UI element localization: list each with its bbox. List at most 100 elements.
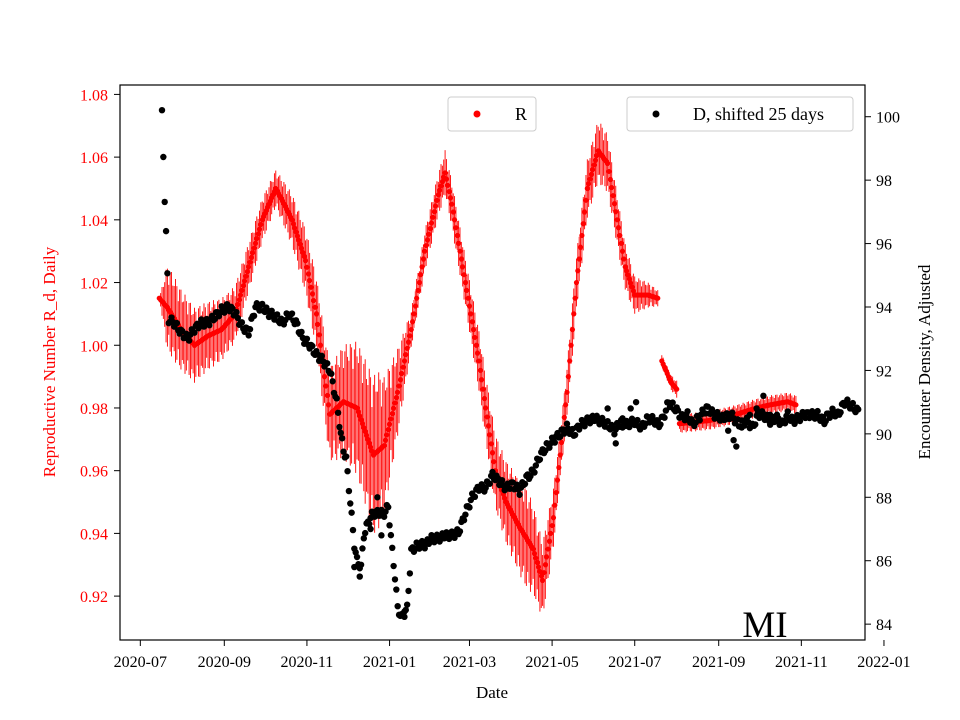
r-point xyxy=(244,268,250,275)
r-point xyxy=(534,559,540,566)
r-point xyxy=(629,284,635,290)
r-point xyxy=(614,217,620,223)
r-point xyxy=(411,311,417,317)
y-right-tick-label: 96 xyxy=(876,237,892,254)
r-point xyxy=(313,311,320,317)
d-point xyxy=(393,586,400,593)
r-point xyxy=(247,259,253,265)
legend-r: R xyxy=(447,96,537,132)
d-point xyxy=(161,198,168,206)
r-point xyxy=(354,405,360,411)
d-point xyxy=(684,408,691,415)
r-point xyxy=(252,240,259,246)
r-point xyxy=(457,248,463,254)
r-point xyxy=(568,342,574,348)
d-point xyxy=(489,468,496,476)
d-point xyxy=(657,421,664,428)
d-point xyxy=(714,408,721,416)
d-point xyxy=(336,423,343,431)
d-point xyxy=(604,405,611,412)
r-point xyxy=(362,428,368,435)
d-point xyxy=(532,462,540,469)
d-point xyxy=(318,352,326,360)
r-point xyxy=(305,271,311,277)
r-point xyxy=(537,568,543,575)
r-point xyxy=(586,181,592,187)
d-point xyxy=(855,406,862,413)
d-point xyxy=(357,561,365,568)
x-tick-label: 2022-01 xyxy=(857,654,910,671)
d-point xyxy=(627,405,634,412)
r-point xyxy=(564,389,570,395)
d-point xyxy=(268,307,275,315)
d-point xyxy=(329,378,336,385)
r-point xyxy=(591,162,597,168)
d-point xyxy=(746,411,754,419)
d-point xyxy=(366,520,373,528)
r-point xyxy=(480,386,486,392)
r-point xyxy=(302,257,309,264)
r-point xyxy=(655,295,661,301)
d-point xyxy=(351,563,358,571)
r-point xyxy=(610,193,616,199)
d-point xyxy=(303,335,311,342)
r-point xyxy=(396,383,402,389)
r-point xyxy=(530,546,536,552)
r-point xyxy=(626,276,632,282)
r-point xyxy=(613,209,619,215)
r-point xyxy=(453,225,459,231)
d-point xyxy=(359,545,366,552)
d-point xyxy=(753,405,760,412)
d-point xyxy=(340,448,347,455)
r-point xyxy=(408,326,414,333)
r-point xyxy=(557,452,563,458)
x-tick-label: 2020-09 xyxy=(198,654,251,671)
d-point xyxy=(385,503,392,511)
x-axis-label: Date xyxy=(476,683,508,702)
r-point xyxy=(316,332,322,338)
y-left-tick-label: 0.92 xyxy=(80,589,108,606)
d-point xyxy=(766,411,774,419)
r-point xyxy=(563,402,569,408)
d-point xyxy=(729,409,736,416)
r-point xyxy=(294,233,301,239)
r-point xyxy=(437,187,443,193)
r-point xyxy=(462,279,469,286)
r-point xyxy=(363,432,370,439)
r-point xyxy=(389,411,395,417)
r-point xyxy=(466,303,473,309)
d-point xyxy=(527,473,534,480)
r-point xyxy=(617,232,623,239)
r-point xyxy=(427,226,433,232)
r-point xyxy=(479,377,485,383)
d-point xyxy=(356,573,363,580)
r-point xyxy=(674,386,680,392)
r-point xyxy=(618,240,624,246)
r-point xyxy=(401,358,408,364)
d-point xyxy=(333,395,340,402)
r-point xyxy=(355,409,361,415)
y-left-tick-label: 1.06 xyxy=(80,150,108,167)
r-point xyxy=(359,421,366,427)
d-point xyxy=(632,398,640,406)
r-point xyxy=(243,273,249,279)
d-point xyxy=(250,312,258,320)
d-point xyxy=(273,311,281,318)
d-point xyxy=(374,494,381,501)
r-point xyxy=(628,280,634,286)
r-point xyxy=(251,245,257,251)
r-point xyxy=(311,297,317,304)
r-point xyxy=(323,383,329,389)
r-point xyxy=(584,185,590,192)
r-point xyxy=(447,195,454,201)
d-point xyxy=(516,491,523,498)
d-point xyxy=(780,417,787,425)
r-point xyxy=(297,241,303,247)
r-point xyxy=(391,405,397,411)
r-point xyxy=(573,279,580,286)
d-point xyxy=(733,443,740,450)
r-point xyxy=(576,256,582,262)
d-point xyxy=(294,320,301,327)
r-point xyxy=(438,183,444,189)
